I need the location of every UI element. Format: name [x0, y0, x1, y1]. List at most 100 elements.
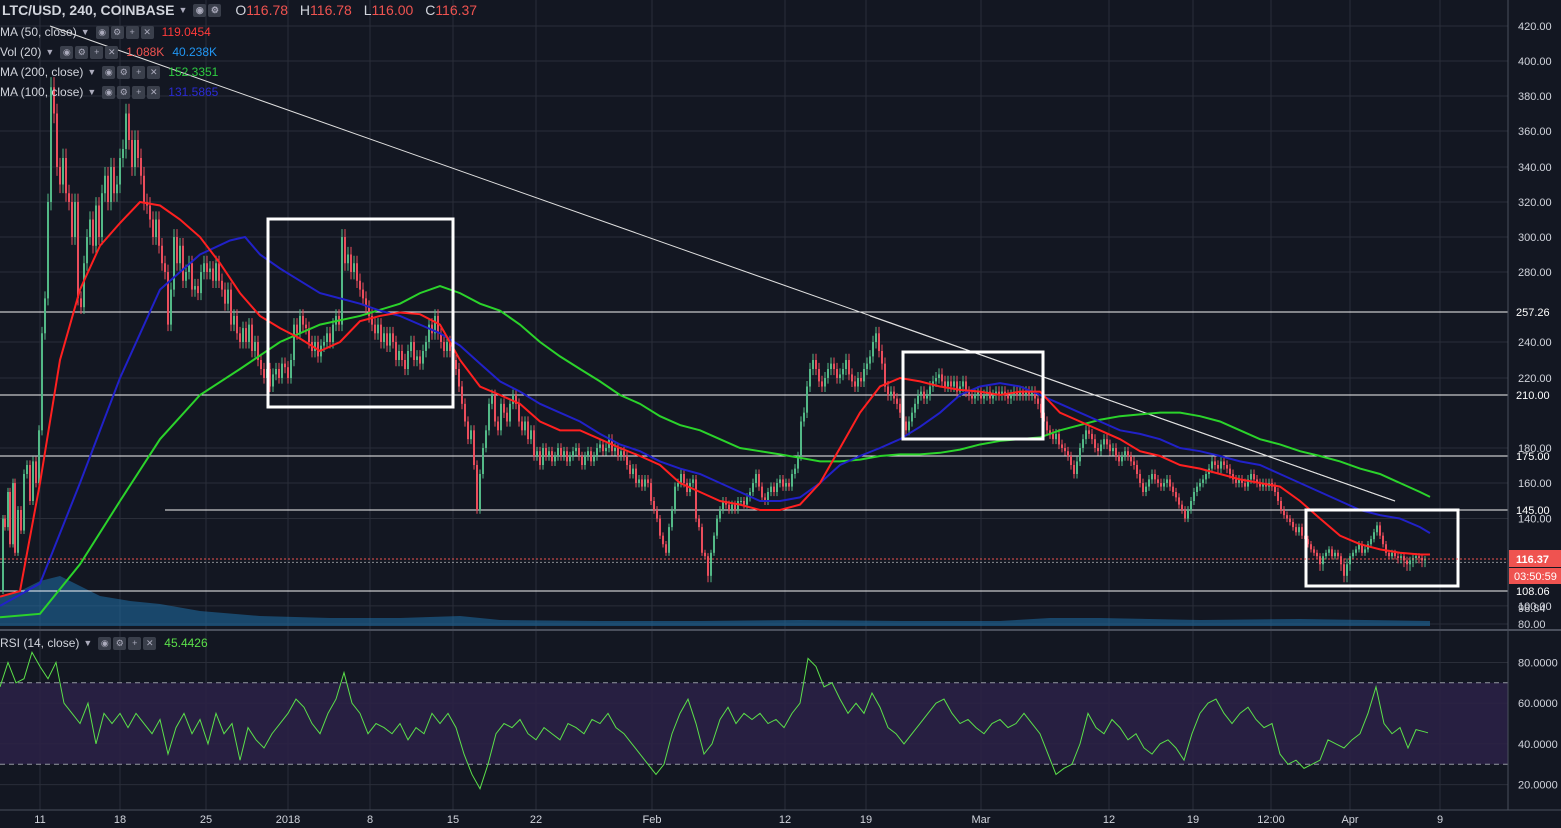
gear-icon[interactable]: ⚙ — [110, 25, 124, 39]
candle-body — [65, 158, 67, 194]
indicator-controls[interactable]: ◉ ⚙ + ✕ — [98, 636, 157, 650]
candle-body — [551, 451, 553, 462]
indicator-controls[interactable]: ◉ ⚙ + ✕ — [60, 45, 119, 59]
chevron-down-icon[interactable]: ▼ — [178, 5, 188, 15]
indicator-ma200[interactable]: MA (200, close) ▼ ◉ ⚙ + ✕ 152.3351 — [0, 65, 218, 79]
symbol-header[interactable]: LTC/USD, 240, COINBASE ▼ ◉ ⚙ O116.78 H116… — [2, 2, 477, 18]
candle-body — [866, 363, 868, 369]
price-tick-label: 160.00 — [1518, 478, 1552, 490]
add-icon[interactable]: + — [132, 65, 146, 79]
candle-body — [167, 272, 169, 325]
candle-body — [686, 483, 688, 492]
indicator-ma50[interactable]: MA (50, close) ▼ ◉ ⚙ + ✕ 119.0454 — [0, 25, 211, 39]
add-icon[interactable]: + — [125, 25, 139, 39]
eye-icon[interactable]: ◉ — [102, 85, 116, 99]
legend-controls[interactable]: ◉ ⚙ — [193, 3, 222, 17]
candle-body — [74, 202, 76, 237]
candle-body — [26, 465, 28, 474]
moving-averages — [0, 200, 1431, 619]
low-key: L — [363, 2, 372, 18]
symbol-label[interactable]: LTC/USD, 240, COINBASE — [2, 2, 175, 18]
candle-body — [938, 374, 940, 378]
candle-body — [662, 535, 664, 545]
candle-body — [206, 263, 208, 272]
close-icon[interactable]: ✕ — [147, 65, 161, 79]
indicator-label[interactable]: Vol (20) — [0, 45, 42, 59]
candle-body — [260, 360, 262, 369]
candle-body — [527, 421, 529, 440]
candle-body — [1070, 456, 1072, 465]
indicator-controls[interactable]: ◉ ⚙ + ✕ — [102, 85, 161, 99]
candle-body — [1400, 556, 1402, 558]
candle-body — [383, 333, 385, 342]
price-tick-label: 180.00 — [1518, 443, 1552, 455]
candle-body — [809, 369, 811, 387]
indicator-controls[interactable]: ◉ ⚙ + ✕ — [95, 25, 154, 39]
candle-body — [155, 219, 157, 237]
gear-icon[interactable]: ⚙ — [117, 65, 131, 79]
candle-body — [917, 395, 919, 404]
candle-body — [563, 451, 565, 456]
close-icon[interactable]: ✕ — [143, 636, 157, 650]
indicator-label[interactable]: MA (50, close) — [0, 25, 77, 39]
candle-body — [1250, 474, 1252, 480]
candle-body — [1103, 439, 1105, 445]
candle-body — [683, 474, 685, 483]
candle-body — [923, 391, 925, 399]
candle-body — [83, 263, 85, 308]
candle-body — [344, 237, 346, 264]
add-icon[interactable]: + — [90, 45, 104, 59]
candle-body — [302, 315, 304, 325]
candle-body — [530, 430, 532, 440]
candle-body — [656, 510, 658, 519]
gear-icon[interactable]: ⚙ — [75, 45, 89, 59]
candle-body — [626, 456, 628, 465]
eye-icon[interactable]: ◉ — [102, 65, 116, 79]
gear-icon[interactable]: ⚙ — [208, 3, 222, 17]
candle-body — [596, 448, 598, 456]
eye-icon[interactable]: ◉ — [98, 636, 112, 650]
candle-body — [605, 448, 607, 452]
chevron-down-icon[interactable]: ▼ — [87, 67, 97, 77]
candle-body — [377, 324, 379, 334]
indicator-ma100[interactable]: MA (100, close) ▼ ◉ ⚙ + ✕ 131.5865 — [0, 85, 218, 99]
gear-icon[interactable]: ⚙ — [113, 636, 127, 650]
candle-body — [995, 391, 997, 395]
candle-body — [221, 280, 223, 290]
indicator-label[interactable]: MA (100, close) — [0, 85, 84, 99]
candle-body — [1256, 479, 1258, 483]
candle-body — [620, 451, 622, 456]
close-icon[interactable]: ✕ — [105, 45, 119, 59]
indicator-label[interactable]: RSI (14, close) — [0, 636, 80, 650]
chevron-down-icon[interactable]: ▼ — [45, 47, 55, 57]
candle-body — [140, 158, 142, 176]
indicator-label[interactable]: MA (200, close) — [0, 65, 84, 79]
add-icon[interactable]: + — [128, 636, 142, 650]
chevron-down-icon[interactable]: ▼ — [83, 638, 93, 648]
close-icon[interactable]: ✕ — [140, 25, 154, 39]
candle-body — [218, 263, 220, 281]
gear-icon[interactable]: ⚙ — [117, 85, 131, 99]
chevron-down-icon[interactable]: ▼ — [80, 27, 90, 37]
add-icon[interactable]: + — [132, 85, 146, 99]
candle-body — [1349, 556, 1351, 565]
candle-body — [1403, 556, 1405, 561]
candle-body — [236, 315, 238, 334]
indicator-controls[interactable]: ◉ ⚙ + ✕ — [102, 65, 161, 79]
candle-body — [380, 324, 382, 342]
candle-body — [455, 360, 457, 369]
indicator-rsi[interactable]: RSI (14, close) ▼ ◉ ⚙ + ✕ 45.4426 — [0, 636, 208, 650]
indicator-volume[interactable]: Vol (20) ▼ ◉ ⚙ + ✕ 1.088K 40.238K — [0, 45, 217, 59]
candle-body — [272, 374, 274, 387]
candle-body — [1211, 461, 1213, 469]
chevron-down-icon[interactable]: ▼ — [87, 87, 97, 97]
x-tick-label: Apr — [1341, 814, 1358, 826]
candle-body — [1214, 461, 1216, 465]
eye-icon[interactable]: ◉ — [95, 25, 109, 39]
candle-body — [1355, 549, 1357, 553]
eye-icon[interactable]: ◉ — [60, 45, 74, 59]
eye-icon[interactable]: ◉ — [193, 3, 207, 17]
candle-body — [695, 479, 697, 519]
close-icon[interactable]: ✕ — [147, 85, 161, 99]
